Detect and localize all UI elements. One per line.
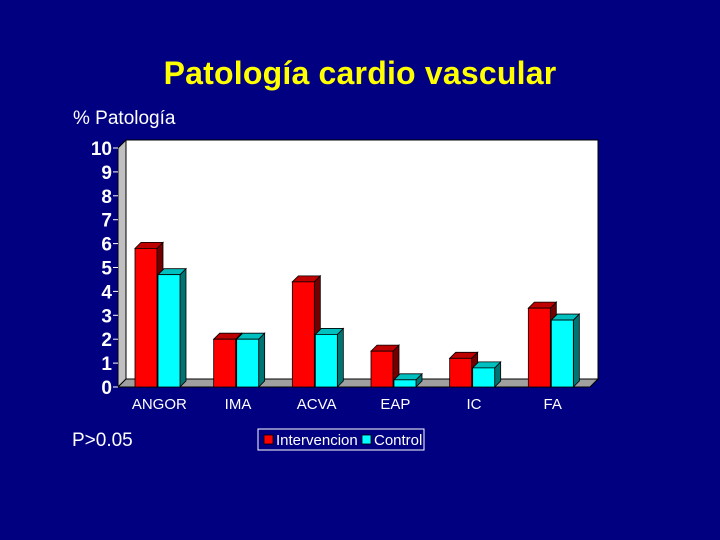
y-tick-label: 10 bbox=[91, 139, 112, 160]
data-label-control-acva: 2.2 bbox=[327, 313, 342, 325]
bar-control-fa bbox=[550, 319, 574, 388]
plot-side-wall bbox=[117, 138, 127, 389]
legend-swatch-control bbox=[361, 434, 372, 445]
bar-control-ima bbox=[236, 338, 260, 388]
chart-title: Patología cardio vascular bbox=[163, 55, 557, 91]
data-label-control-angor: 4.7 bbox=[169, 254, 184, 266]
data-label-control-eap: 0.3 bbox=[405, 359, 420, 371]
data-label-control-ic: 0.8 bbox=[484, 347, 499, 359]
x-tick-label: FA bbox=[543, 396, 561, 413]
y-tick-label: 1 bbox=[101, 354, 112, 375]
legend-swatch-intervencion bbox=[263, 434, 274, 445]
data-label-intervencion-ima: 2 bbox=[222, 318, 228, 330]
p-value-annotation: P>0.05 bbox=[72, 430, 133, 451]
bar-control-acva bbox=[314, 334, 338, 388]
data-label-control-fa: 2.8 bbox=[563, 299, 578, 311]
bar-side-control-angor bbox=[179, 267, 187, 388]
y-tick-label: 0 bbox=[101, 378, 112, 399]
bar-side-control-ima bbox=[258, 332, 266, 388]
x-tick-label: IC bbox=[467, 396, 482, 413]
bar-control-eap bbox=[393, 379, 417, 388]
legend-label-intervencion: Intervencion bbox=[276, 432, 358, 449]
y-tick-label: 8 bbox=[101, 187, 112, 208]
y-tick-label: 4 bbox=[101, 282, 112, 303]
x-tick-label: ANGOR bbox=[132, 396, 187, 413]
data-label-intervencion-ic: 1.2 bbox=[453, 337, 468, 349]
bar-intervencion-eap bbox=[370, 350, 394, 388]
bar-control-ic bbox=[472, 367, 496, 388]
legend-box bbox=[257, 428, 425, 451]
y-tick-label: 3 bbox=[101, 306, 112, 327]
y-tick-label: 6 bbox=[101, 235, 112, 256]
bar-side-control-fa bbox=[572, 313, 580, 388]
plot-floor bbox=[116, 378, 600, 388]
y-tick-label: 2 bbox=[101, 330, 112, 351]
y-axis-label: % Patología bbox=[73, 108, 176, 129]
y-tick-label: 9 bbox=[101, 163, 112, 184]
x-tick-label: IMA bbox=[225, 396, 252, 413]
legend-label-control: Control bbox=[374, 432, 422, 449]
data-label-intervencion-acva: 4.4 bbox=[296, 261, 311, 273]
plot-back-wall bbox=[125, 139, 599, 380]
data-label-intervencion-angor: 5.8 bbox=[138, 227, 153, 239]
data-label-intervencion-fa: 3.3 bbox=[532, 287, 547, 299]
data-label-intervencion-eap: 1.5 bbox=[374, 330, 389, 342]
bar-intervencion-ic bbox=[449, 357, 473, 388]
bar-intervencion-acva bbox=[291, 281, 315, 388]
bar-intervencion-fa bbox=[527, 307, 551, 388]
data-label-control-ima: 2 bbox=[253, 318, 259, 330]
bar-intervencion-angor bbox=[134, 247, 158, 388]
y-tick-label: 5 bbox=[101, 259, 112, 280]
bar-control-angor bbox=[157, 274, 181, 388]
y-tick-label: 7 bbox=[101, 211, 112, 232]
bar-side-control-acva bbox=[336, 327, 344, 388]
x-tick-label: EAP bbox=[380, 396, 410, 413]
bar-intervencion-ima bbox=[213, 338, 237, 388]
x-tick-label: ACVA bbox=[297, 396, 337, 413]
